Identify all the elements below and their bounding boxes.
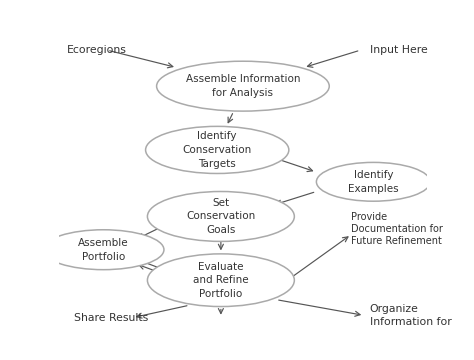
Text: Assemble Information
for Analysis: Assemble Information for Analysis — [186, 75, 300, 98]
Text: Set
Conservation
Goals: Set Conservation Goals — [186, 198, 255, 235]
Text: Identify
Examples: Identify Examples — [348, 170, 399, 194]
Ellipse shape — [147, 254, 294, 307]
Ellipse shape — [146, 126, 289, 174]
Text: Input Here: Input Here — [370, 45, 428, 55]
Ellipse shape — [316, 162, 430, 201]
Text: Share Results: Share Results — [74, 312, 148, 323]
Ellipse shape — [156, 61, 329, 111]
Text: Organize
Information for: Organize Information for — [370, 304, 451, 327]
Text: Assemble
Portfolio: Assemble Portfolio — [78, 238, 128, 261]
Text: Ecoregions: Ecoregions — [66, 45, 127, 55]
Ellipse shape — [43, 230, 164, 270]
Text: Identify
Conservation
Targets: Identify Conservation Targets — [182, 131, 252, 168]
Text: Provide
Documentation for
Future Refinement: Provide Documentation for Future Refinem… — [351, 212, 443, 246]
Text: Evaluate
and Refine
Portfolio: Evaluate and Refine Portfolio — [193, 262, 249, 299]
Ellipse shape — [147, 192, 294, 242]
